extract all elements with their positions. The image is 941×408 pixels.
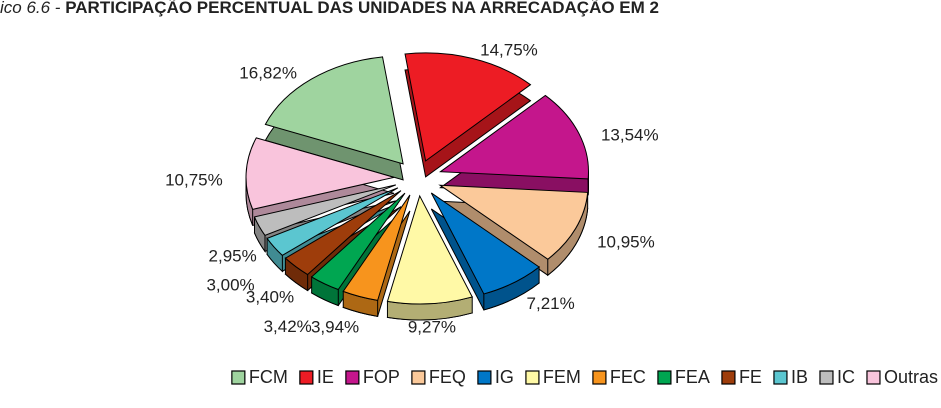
legend-label: FEM — [543, 367, 581, 387]
legend-swatch — [773, 370, 788, 385]
data-label: 10,75% — [165, 170, 223, 189]
legend-label: FEQ — [429, 367, 466, 387]
slice — [245, 137, 395, 210]
legend-label: FEC — [610, 367, 646, 387]
data-label: 10,95% — [597, 232, 655, 251]
data-label: 3,94% — [311, 317, 359, 336]
slice — [439, 94, 589, 180]
slice — [342, 194, 411, 301]
title-main: PARTICIPAÇÃO PERCENTUAL DAS UNIDADES NA … — [65, 0, 659, 17]
title-prefix: ico 6.6 - — [0, 0, 65, 17]
legend-label: IG — [495, 367, 514, 387]
data-label: 3,40% — [246, 287, 294, 306]
data-label: 9,27% — [408, 318, 456, 337]
slice — [266, 187, 399, 256]
legend-label: IC — [837, 367, 855, 387]
data-label: 3,00% — [206, 276, 254, 295]
data-label: 7,21% — [527, 294, 575, 313]
legend-swatch — [592, 370, 607, 385]
data-label: 16,82% — [239, 64, 297, 83]
legend-swatch — [299, 370, 314, 385]
legend-label: FOP — [363, 367, 400, 387]
legend-swatch — [525, 370, 540, 385]
legend-label: IB — [791, 367, 808, 387]
legend: FCM IE FOP FEQ IG FEM FEC FEA FE IB IC Outras — [231, 367, 938, 387]
legend-label: FEA — [675, 367, 710, 387]
data-label: 3,42% — [264, 317, 312, 336]
legend-label: FE — [739, 367, 762, 387]
legend-swatch — [345, 370, 360, 385]
legend-swatch — [231, 370, 246, 385]
legend-swatch — [657, 370, 672, 385]
slice — [438, 184, 589, 260]
slice — [284, 190, 402, 276]
legend-swatch — [411, 370, 426, 385]
slice-walls — [245, 171, 589, 321]
slice — [310, 192, 406, 291]
slice — [264, 56, 404, 165]
data-label: 2,95% — [209, 246, 257, 265]
slice — [386, 194, 473, 305]
chart-title: ico 6.6 - PARTICIPAÇÃO PERCENTUAL DAS UN… — [0, 0, 659, 17]
legend-label: FCM — [249, 367, 288, 387]
legend-swatch — [721, 370, 736, 385]
slice — [253, 184, 397, 237]
legend-swatch — [477, 370, 492, 385]
slice — [404, 52, 532, 162]
data-label: 13,54% — [601, 125, 659, 144]
legend-swatch — [866, 370, 881, 385]
legend-swatch — [819, 370, 834, 385]
legend-label: Outras — [884, 367, 938, 387]
legend-label: IE — [317, 367, 334, 387]
slice-tops — [245, 52, 589, 305]
data-label: 14,75% — [480, 40, 538, 59]
slice — [430, 192, 540, 295]
